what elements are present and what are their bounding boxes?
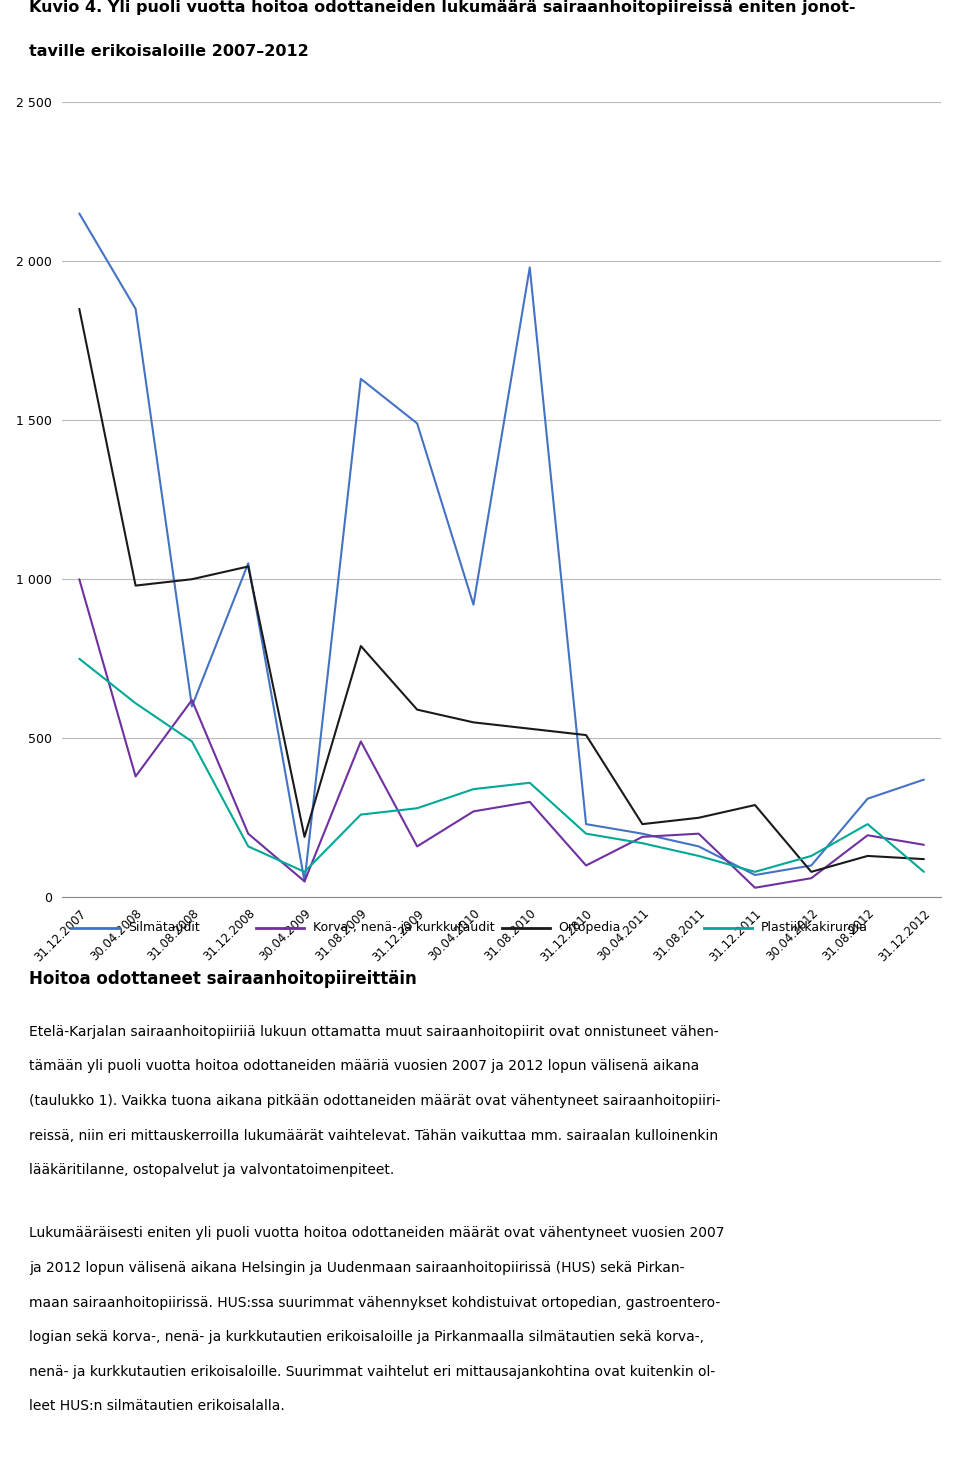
Text: Plastiikkakirurgia: Plastiikkakirurgia [760,922,868,934]
Text: Kuvio 4. Yli puoli vuotta hoitoa odottaneiden lukumäärä sairaanhoitopiireissä en: Kuvio 4. Yli puoli vuotta hoitoa odottan… [29,0,855,15]
Text: Ortopedia: Ortopedia [559,922,621,934]
Text: lääkäritilanne, ostopalvelut ja valvontatoimenpiteet.: lääkäritilanne, ostopalvelut ja valvonta… [29,1163,394,1177]
Text: leet HUS:n silmätautien erikoisalalla.: leet HUS:n silmätautien erikoisalalla. [29,1399,284,1414]
Text: Silmätaudit: Silmätaudit [129,922,200,934]
Text: reissä, niin eri mittauskerroilla lukumäärät vaihtelevat. Tähän vaikuttaa mm. sa: reissä, niin eri mittauskerroilla lukumä… [29,1129,718,1142]
Text: tämään yli puoli vuotta hoitoa odottaneiden määriä vuosien 2007 ja 2012 lopun vä: tämään yli puoli vuotta hoitoa odottanei… [29,1059,699,1074]
Text: Etelä-Karjalan sairaanhoitopiiriiä lukuun ottamatta muut sairaanhoitopiirit ovat: Etelä-Karjalan sairaanhoitopiiriiä lukuu… [29,1024,718,1039]
Text: Lukumääräisesti eniten yli puoli vuotta hoitoa odottaneiden määrät ovat vähentyn: Lukumääräisesti eniten yli puoli vuotta … [29,1226,724,1240]
Text: Hoitoa odottaneet sairaanhoitopiireittäin: Hoitoa odottaneet sairaanhoitopiireittäi… [29,970,417,988]
Text: logian sekä korva-, nenä- ja kurkkutautien erikoisaloille ja Pirkanmaalla silmät: logian sekä korva-, nenä- ja kurkkutauti… [29,1331,704,1344]
Text: maan sairaanhoitopiirissä. HUS:ssa suurimmat vähennykset kohdistuivat ortopedian: maan sairaanhoitopiirissä. HUS:ssa suuri… [29,1296,720,1310]
Text: (taulukko 1). Vaikka tuona aikana pitkään odottaneiden määrät ovat vähentyneet s: (taulukko 1). Vaikka tuona aikana pitkää… [29,1094,720,1107]
Text: nenä- ja kurkkutautien erikoisaloille. Suurimmat vaihtelut eri mittausajankohtin: nenä- ja kurkkutautien erikoisaloille. S… [29,1364,715,1379]
Text: ja 2012 lopun välisenä aikana Helsingin ja Uudenmaan sairaanhoitopiirissä (HUS) : ja 2012 lopun välisenä aikana Helsingin … [29,1261,684,1275]
Text: Korva-, nenä- ja kurkkutaudit: Korva-, nenä- ja kurkkutaudit [313,922,494,934]
Text: taville erikoisaloille 2007–2012: taville erikoisaloille 2007–2012 [29,44,308,60]
